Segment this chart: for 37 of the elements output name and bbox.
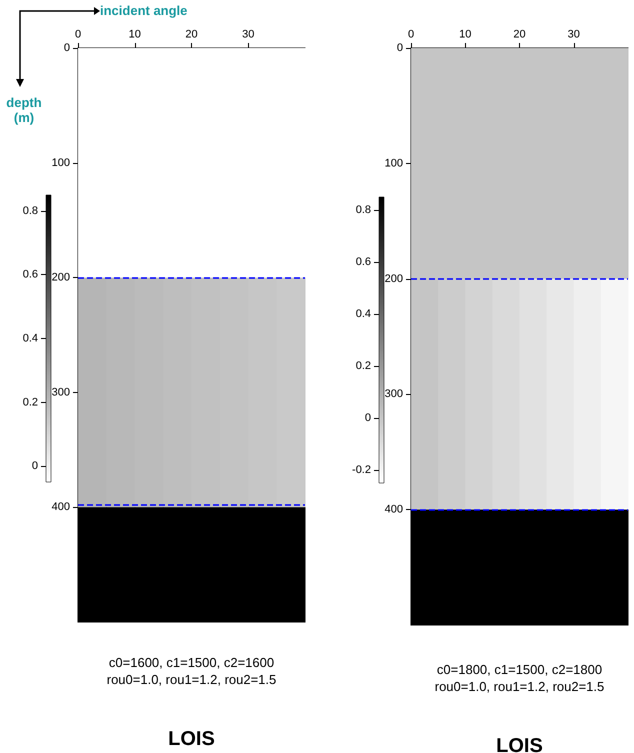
color-bar-label: 0.2 [356,360,371,372]
x-tick-label: 0 [408,28,414,40]
x-tick-label: 20 [513,28,526,40]
x-axis-title: incident angle [100,3,188,18]
x-tick-label: 0 [74,28,82,40]
text: LOIS [167,728,216,751]
color-bar-label: 0.2 [22,396,38,408]
y-tick-label: 0 [64,42,70,54]
text: c0=1800, c1=1500, c2=1800 [436,662,604,677]
y-tick-label: 400 [384,504,403,516]
x-tick-label: 10 [128,28,141,40]
y-tick-label: 300 [52,386,70,398]
y-tick-label: 100 [52,156,70,169]
color-bar-label: 0.4 [356,308,371,320]
color-bar-label: 0.8 [356,204,371,216]
color-bar-label: 0.4 [22,332,38,344]
text: rou0=1.0, rou1=1.2, rou2=1.5 [434,679,606,694]
color-bar-label: 0 [364,412,371,424]
x-tick-label: 20 [185,28,198,40]
y-tick-label: 300 [384,388,403,400]
x-tick-label: 30 [568,28,580,40]
color-bar-label: -0.2 [352,464,371,476]
y-tick-label: 200 [384,272,403,285]
y-tick-label: 400 [52,501,70,514]
color-bar-label: 0.6 [356,256,371,268]
x-tick-label: 10 [459,28,472,40]
text: LOIS [495,735,544,753]
y-tick-label: 0 [396,42,403,54]
x-tick-label: 30 [242,28,254,40]
y-tick-label: 200 [52,272,70,284]
text: c0=1600, c1=1500, c2=1600 [108,655,276,670]
color-bar-label: 0.8 [22,204,38,217]
text: rou0=1.0, rou1=1.2, rou2=1.5 [106,672,278,687]
y-axis-title: depth (m) [6,95,42,125]
y-tick-label: 100 [384,157,403,170]
color-bar-label: 0 [32,460,38,472]
color-bar-label: 0.6 [22,268,38,281]
